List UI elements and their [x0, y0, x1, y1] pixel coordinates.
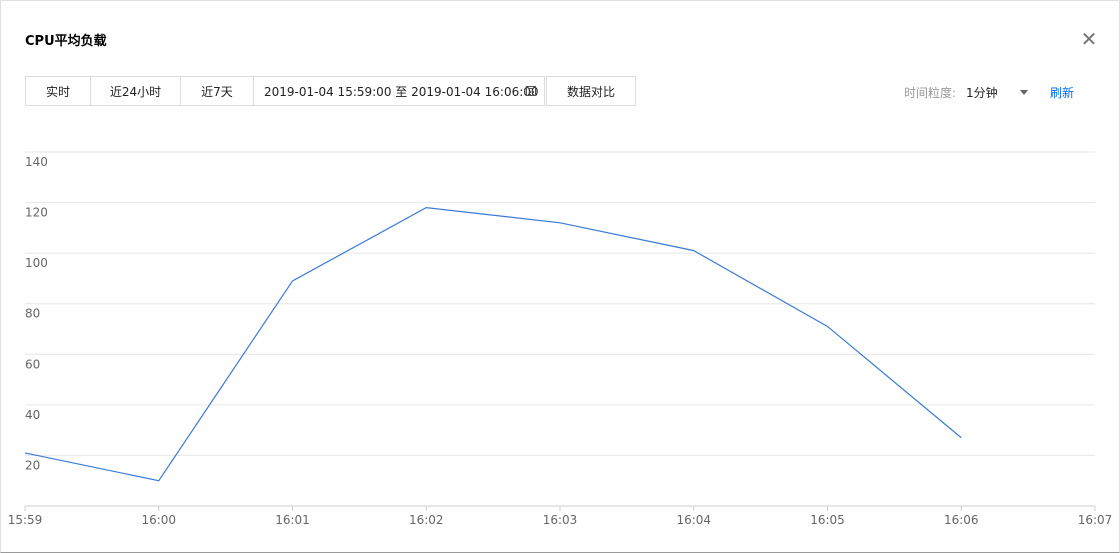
- granularity-select[interactable]: 1分钟: [966, 84, 1029, 101]
- x-tick-label: 16:02: [409, 513, 444, 527]
- tab-realtime[interactable]: 实时: [25, 76, 91, 106]
- x-tick-label: 16:05: [810, 513, 845, 527]
- granularity-value: 1分钟: [966, 86, 998, 100]
- x-tick-label: 16:03: [543, 513, 578, 527]
- calendar-icon[interactable]: [526, 86, 536, 96]
- refresh-link[interactable]: 刷新: [1050, 86, 1075, 100]
- y-tick-label: 60: [25, 357, 40, 371]
- x-tick-label: 16:00: [141, 513, 176, 527]
- time-range-toolbar: 实时 近24小时 近7天 2019-01-04 15:59:00 至 2019-…: [25, 76, 636, 106]
- dialog-title: CPU平均负载: [25, 34, 107, 49]
- x-tick-label: 16:07: [1078, 513, 1113, 527]
- series-line: [24, 207, 962, 482]
- x-tick-label: 15:59: [8, 513, 43, 527]
- y-tick-label: 20: [25, 458, 40, 472]
- x-tick-label: 16:06: [944, 513, 979, 527]
- y-tick-label: 80: [25, 307, 40, 321]
- y-tick-label: 140: [25, 155, 48, 169]
- granularity-control: 时间粒度: 1分钟: [904, 84, 1029, 101]
- y-tick-label: 100: [25, 256, 48, 270]
- tab-last-24-hours[interactable]: 近24小时: [90, 76, 181, 106]
- x-tick-label: 16:01: [275, 513, 310, 527]
- y-tick-label: 40: [25, 408, 40, 422]
- data-compare-button[interactable]: 数据对比: [546, 76, 636, 106]
- chevron-down-icon: [1020, 90, 1029, 95]
- date-range-picker[interactable]: 2019-01-04 15:59:00 至 2019-01-04 16:06:0…: [253, 76, 545, 106]
- tab-last-7-days[interactable]: 近7天: [180, 76, 254, 106]
- cpu-load-chart: 20 40 60 80 100 120 140 15:59 16:00 16:01 16:02 16:…: [8, 151, 1113, 527]
- x-tick-label: 16:04: [676, 513, 711, 527]
- close-icon[interactable]: ✕: [1080, 27, 1098, 51]
- granularity-label: 时间粒度:: [904, 86, 957, 100]
- y-tick-label: 120: [25, 206, 48, 220]
- date-range-text: 2019-01-04 15:59:00 至 2019-01-04 16:06:0…: [264, 84, 539, 99]
